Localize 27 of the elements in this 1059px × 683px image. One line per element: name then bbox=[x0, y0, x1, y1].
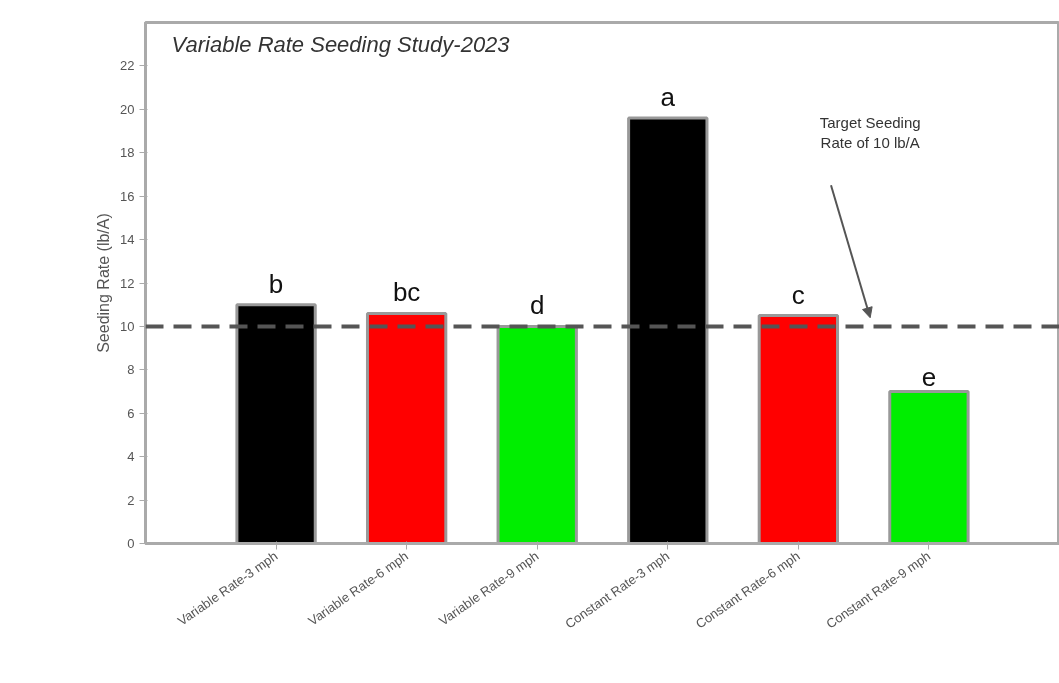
y-tick-label: 12 bbox=[120, 275, 135, 291]
y-tick-label: 14 bbox=[120, 232, 135, 248]
y-tick-label: 18 bbox=[120, 145, 135, 161]
bar bbox=[627, 116, 709, 544]
bar bbox=[496, 324, 578, 544]
y-tick-label: 8 bbox=[127, 362, 135, 378]
ref-line-label: Target Seeding Rate of 10 lb/A bbox=[819, 114, 921, 152]
annotation: c bbox=[791, 279, 805, 310]
y-tick-label: 2 bbox=[127, 492, 135, 508]
annotation: bc bbox=[392, 277, 421, 308]
bar bbox=[235, 303, 317, 544]
bar bbox=[365, 311, 448, 544]
y-tick-label: 10 bbox=[120, 318, 135, 334]
annotation: a bbox=[660, 82, 676, 113]
bar bbox=[888, 390, 970, 544]
bar bbox=[757, 314, 840, 544]
y-tick-label: 16 bbox=[120, 188, 135, 204]
y-tick-label: 22 bbox=[120, 58, 135, 74]
y-tick-label: 20 bbox=[120, 101, 135, 117]
y-tick-label: 4 bbox=[127, 449, 135, 465]
text: Variable Rate Seeding Study-2023 bbox=[171, 32, 511, 57]
annotation: b bbox=[268, 268, 284, 299]
annotation: d bbox=[529, 290, 545, 321]
y-tick-label: 6 bbox=[127, 405, 135, 421]
y-axis-title: Seeding Rate (lb/A) bbox=[95, 213, 113, 353]
y-tick-label: 0 bbox=[127, 536, 135, 551]
annotation: e bbox=[921, 361, 937, 392]
